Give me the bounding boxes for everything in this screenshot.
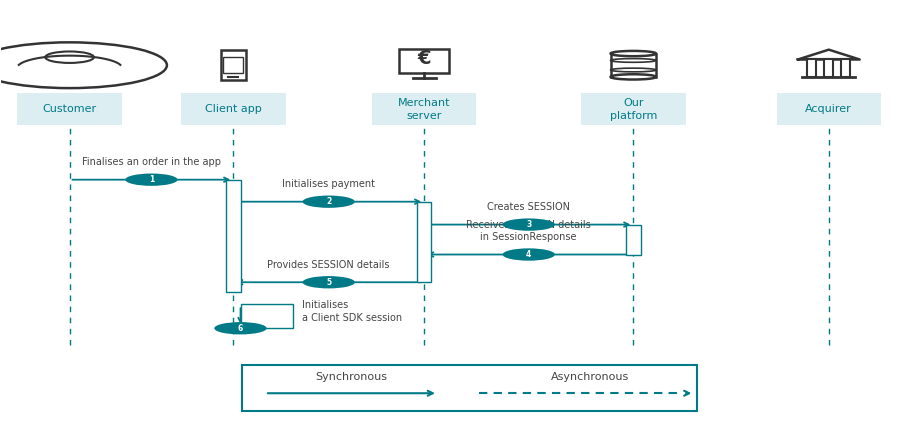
Bar [226,180,241,292]
Text: 4: 4 [526,250,531,259]
Ellipse shape [302,195,354,208]
Text: 1: 1 [148,175,154,184]
Ellipse shape [502,249,554,260]
Text: Synchronous: Synchronous [315,372,387,382]
Bar [223,57,243,73]
Text: Acquirer: Acquirer [804,104,851,114]
Bar [775,93,880,125]
Bar [416,202,431,282]
Bar [580,93,685,125]
Text: Receives SESSION details
in SessionResponse: Receives SESSION details in SessionRespo… [466,220,590,242]
Bar [241,304,293,328]
Bar [806,59,815,77]
Bar [372,93,476,125]
Text: Client app: Client app [205,104,261,114]
Text: Finalises an order in the app: Finalises an order in the app [82,157,220,167]
Text: Provides SESSION details: Provides SESSION details [267,260,390,270]
Bar [824,59,833,77]
Text: Creates SESSION: Creates SESSION [486,202,569,212]
Bar [625,225,640,255]
Ellipse shape [502,218,554,231]
Text: 6: 6 [238,324,243,333]
Text: Asynchronous: Asynchronous [550,372,629,382]
Bar [220,50,246,80]
Text: 5: 5 [326,278,331,287]
Bar [180,93,285,125]
Bar [17,93,122,125]
Bar [399,49,449,73]
Ellipse shape [125,174,178,186]
Text: Our
platform: Our platform [609,97,656,121]
Bar [242,365,696,411]
Text: Merchant
server: Merchant server [397,97,450,121]
Text: Initialises
a Client SDK session: Initialises a Client SDK session [302,300,402,323]
Ellipse shape [609,51,655,56]
Bar [840,59,849,77]
Ellipse shape [609,74,655,80]
Text: Initialises payment: Initialises payment [281,179,374,189]
Text: 2: 2 [326,197,331,206]
Text: 3: 3 [526,220,531,229]
Ellipse shape [302,276,354,288]
Text: €: € [417,49,431,68]
Text: Customer: Customer [43,104,97,114]
Ellipse shape [214,322,266,334]
